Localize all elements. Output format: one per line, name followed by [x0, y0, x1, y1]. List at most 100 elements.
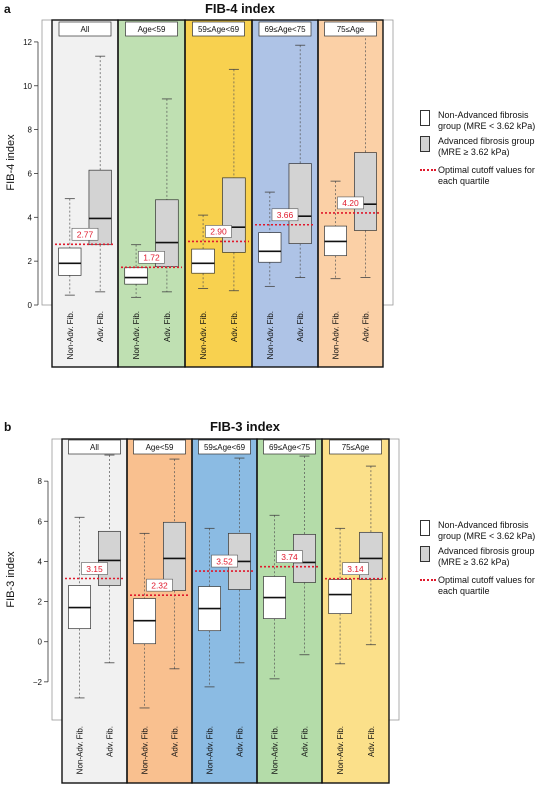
box-adv [354, 152, 377, 231]
y-tick-label: 4 [28, 213, 33, 222]
cutoff-label-box [205, 225, 232, 238]
cutoff-label-box [337, 196, 364, 210]
cutoff-value-label: 2.32 [151, 580, 168, 590]
x-tick-label: Non-Adv. Fib. [266, 311, 275, 359]
box-non-adv [328, 579, 352, 614]
group-header-box [263, 439, 316, 455]
y-tick-label: 10 [23, 82, 32, 91]
chart-panel-b: b FIB-3 index −2 0 2 4 6 8 FIB-3 index Non-Adv. F… [4, 419, 400, 784]
box-non-adv [58, 247, 82, 276]
group-header-box [329, 439, 382, 455]
cutoff-label-box [342, 562, 369, 575]
red-dotted-line-icon [420, 579, 436, 581]
box-non-adv [191, 248, 215, 274]
cutoff-label-box [211, 554, 238, 568]
group-header-label: Age<59 [138, 25, 166, 34]
panel-label: a [4, 2, 11, 16]
group-header-label: Age<59 [146, 443, 174, 452]
x-tick-label: Non-Adv. Fib. [336, 726, 345, 774]
group-header-box [58, 21, 112, 37]
group-header-box [192, 21, 245, 37]
cutoff-value-label: 2.90 [210, 227, 227, 237]
cutoff-value-label: 3.52 [216, 556, 233, 566]
y-axis-label: FIB-4 index [5, 134, 17, 191]
legend-text-non-adv: Non-Advanced fibrosis group (MRE < 3.62 … [438, 520, 536, 541]
red-dotted-line-icon [420, 169, 436, 171]
group-header-box [68, 439, 121, 455]
legend-text-adv: Advanced fibrosis group (MRE ≥ 3.62 kPa) [438, 546, 535, 567]
white-box-swatch-icon [420, 520, 430, 536]
group-header-box [125, 21, 178, 37]
y-tick-label: 8 [38, 477, 43, 486]
box-adv [163, 521, 186, 591]
y-tick-label: 6 [28, 169, 33, 178]
cutoff-value-label: 1.72 [143, 253, 160, 263]
y-tick-label: 0 [38, 638, 43, 647]
grey-box-swatch-icon [420, 136, 430, 152]
y-tick-label: 0 [28, 301, 33, 310]
x-tick-label: Adv. Fib. [235, 726, 244, 757]
box-adv [288, 163, 312, 244]
box-adv [98, 530, 121, 586]
group-header-label: 75≤Age [337, 25, 365, 34]
chart-title: FIB-3 index [210, 419, 281, 434]
x-tick-label: Non-Adv. Fib. [271, 726, 280, 774]
group-header-box [133, 439, 186, 455]
x-tick-label: Adv. Fib. [105, 726, 114, 757]
x-tick-label: Adv. Fib. [367, 726, 376, 757]
x-tick-label: Adv. Fib. [163, 311, 172, 342]
cutoff-value-label: 4.20 [342, 198, 359, 208]
x-tick-label: Adv. Fib. [296, 311, 305, 342]
cutoff-label-box [138, 250, 165, 264]
cutoff-value-label: 3.14 [347, 564, 364, 574]
group-background [118, 20, 185, 367]
x-tick-label: Non-Adv. Fib. [141, 726, 150, 774]
grey-box-swatch-icon [420, 546, 430, 562]
y-axis-label: FIB-3 index [5, 551, 17, 608]
cutoff-label-box [271, 208, 299, 222]
y-tick-label: 6 [38, 517, 43, 526]
y-tick-label: −2 [33, 678, 43, 687]
box-non-adv [124, 267, 148, 285]
cutoff-label-box [146, 578, 173, 592]
cutoff-value-label: 3.15 [86, 564, 103, 574]
group-header-label: 59≤Age<69 [198, 25, 240, 34]
legend-text-non-adv: Non-Advanced fibrosis group (MRE < 3.62 … [438, 110, 536, 131]
x-tick-label: Non-Adv. Fib. [66, 311, 75, 359]
y-tick-label: 2 [38, 598, 43, 607]
cutoff-value-label: 3.66 [277, 210, 294, 220]
legend-text-adv: Advanced fibrosis group (MRE ≥ 3.62 kPa) [438, 136, 535, 157]
y-tick-label: 12 [23, 38, 32, 47]
chart-title: FIB-4 index [205, 1, 276, 16]
legend-text-cutoff: Optimal cutoff values for each quartile [438, 575, 535, 596]
group-header-label: All [90, 443, 99, 452]
group-header-label: 59≤Age<69 [204, 443, 246, 452]
box-non-adv [258, 232, 282, 263]
panel-label: b [4, 420, 11, 434]
group-header-box [258, 21, 312, 37]
x-tick-label: Non-Adv. Fib. [76, 726, 85, 774]
x-tick-label: Adv. Fib. [361, 311, 370, 342]
group-header-box [324, 21, 377, 37]
cutoff-label-box [71, 227, 99, 241]
chart-panel-a: a FIB-4 index 0 2 4 6 8 10 12 FIB-4 index Non-Adv.… [4, 1, 394, 368]
x-tick-label: Adv. Fib. [230, 311, 239, 342]
white-box-swatch-icon [420, 110, 430, 126]
x-tick-label: Non-Adv. Fib. [206, 726, 215, 774]
x-tick-label: Adv. Fib. [96, 311, 105, 342]
y-tick-label: 4 [38, 557, 43, 566]
x-tick-label: Non-Adv. Fib. [332, 311, 341, 359]
y-tick-label: 8 [28, 126, 33, 135]
x-tick-label: Non-Adv. Fib. [199, 311, 208, 359]
cutoff-value-label: 3.74 [281, 552, 298, 562]
cutoff-label-box [276, 550, 303, 563]
group-header-label: 75≤Age [342, 443, 370, 452]
y-tick-label: 2 [28, 257, 33, 266]
group-header-box [198, 439, 251, 455]
cutoff-label-box [81, 562, 108, 575]
group-header-label: All [81, 25, 90, 34]
x-tick-label: Adv. Fib. [300, 726, 309, 757]
x-tick-label: Non-Adv. Fib. [132, 311, 141, 359]
group-frame [321, 438, 390, 784]
